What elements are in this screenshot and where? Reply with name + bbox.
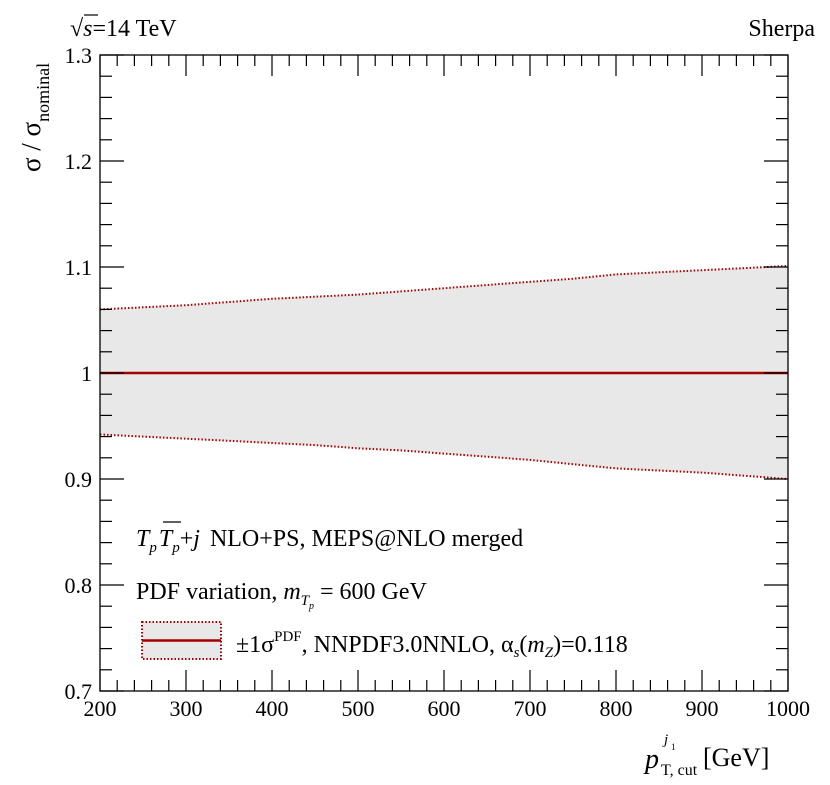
x-tick-label: 900 bbox=[686, 696, 719, 721]
y-tick-label: 1.3 bbox=[65, 43, 93, 68]
y-tick-label: 0.9 bbox=[65, 467, 93, 492]
energy-label: √s=14 TeV bbox=[70, 16, 177, 42]
y-tick-label: 1.2 bbox=[65, 149, 93, 174]
x-tick-label: 300 bbox=[170, 696, 203, 721]
pdf-band-upper-edge bbox=[100, 264, 788, 311]
y-tick-label: 0.7 bbox=[65, 679, 93, 704]
axis-ticks bbox=[99, 54, 789, 692]
x-tick-label: 600 bbox=[428, 696, 461, 721]
y-tick-label: 1 bbox=[81, 361, 92, 386]
x-tick-label: 700 bbox=[514, 696, 547, 721]
x-tick-label: 200 bbox=[84, 696, 117, 721]
y-tick-labels: 0.7 0.8 0.9 1 1.1 1.2 1.3 bbox=[65, 43, 93, 704]
x-tick-label: 500 bbox=[342, 696, 375, 721]
svg-text:p: p bbox=[643, 744, 659, 775]
x-tick-label: 1000 bbox=[766, 696, 810, 721]
generator-label: Sherpa bbox=[748, 16, 815, 42]
y-tick-label: 0.8 bbox=[65, 573, 93, 598]
svg-text:j: j bbox=[662, 732, 668, 748]
svg-text:1: 1 bbox=[671, 742, 676, 752]
svg-text:T, cut: T, cut bbox=[661, 762, 698, 779]
y-tick-label: 1.1 bbox=[65, 255, 93, 280]
legend: TpTp+j NLO+PS, MEPS@NLO merged PDF variat… bbox=[136, 521, 628, 661]
variation-label: PDF variation, mTp= 600 GeV bbox=[136, 579, 428, 612]
x-axis-title: p j 1 T, cut [GeV] bbox=[643, 732, 769, 779]
y-axis-title: σ / σnominal bbox=[16, 63, 53, 172]
process-label: TpTp+j NLO+PS, MEPS@NLO merged bbox=[136, 526, 523, 556]
band-label: ±1σPDF, NNPDF3.0NNLO, αs(mZ)=0.118 bbox=[236, 629, 628, 661]
x-tick-label: 800 bbox=[600, 696, 633, 721]
svg-text:[GeV]: [GeV] bbox=[703, 743, 769, 772]
x-tick-label: 400 bbox=[256, 696, 289, 721]
x-tick-labels: 200 300 400 500 600 700 800 900 1000 bbox=[84, 696, 811, 721]
pdf-band-lower-edge bbox=[100, 433, 788, 480]
